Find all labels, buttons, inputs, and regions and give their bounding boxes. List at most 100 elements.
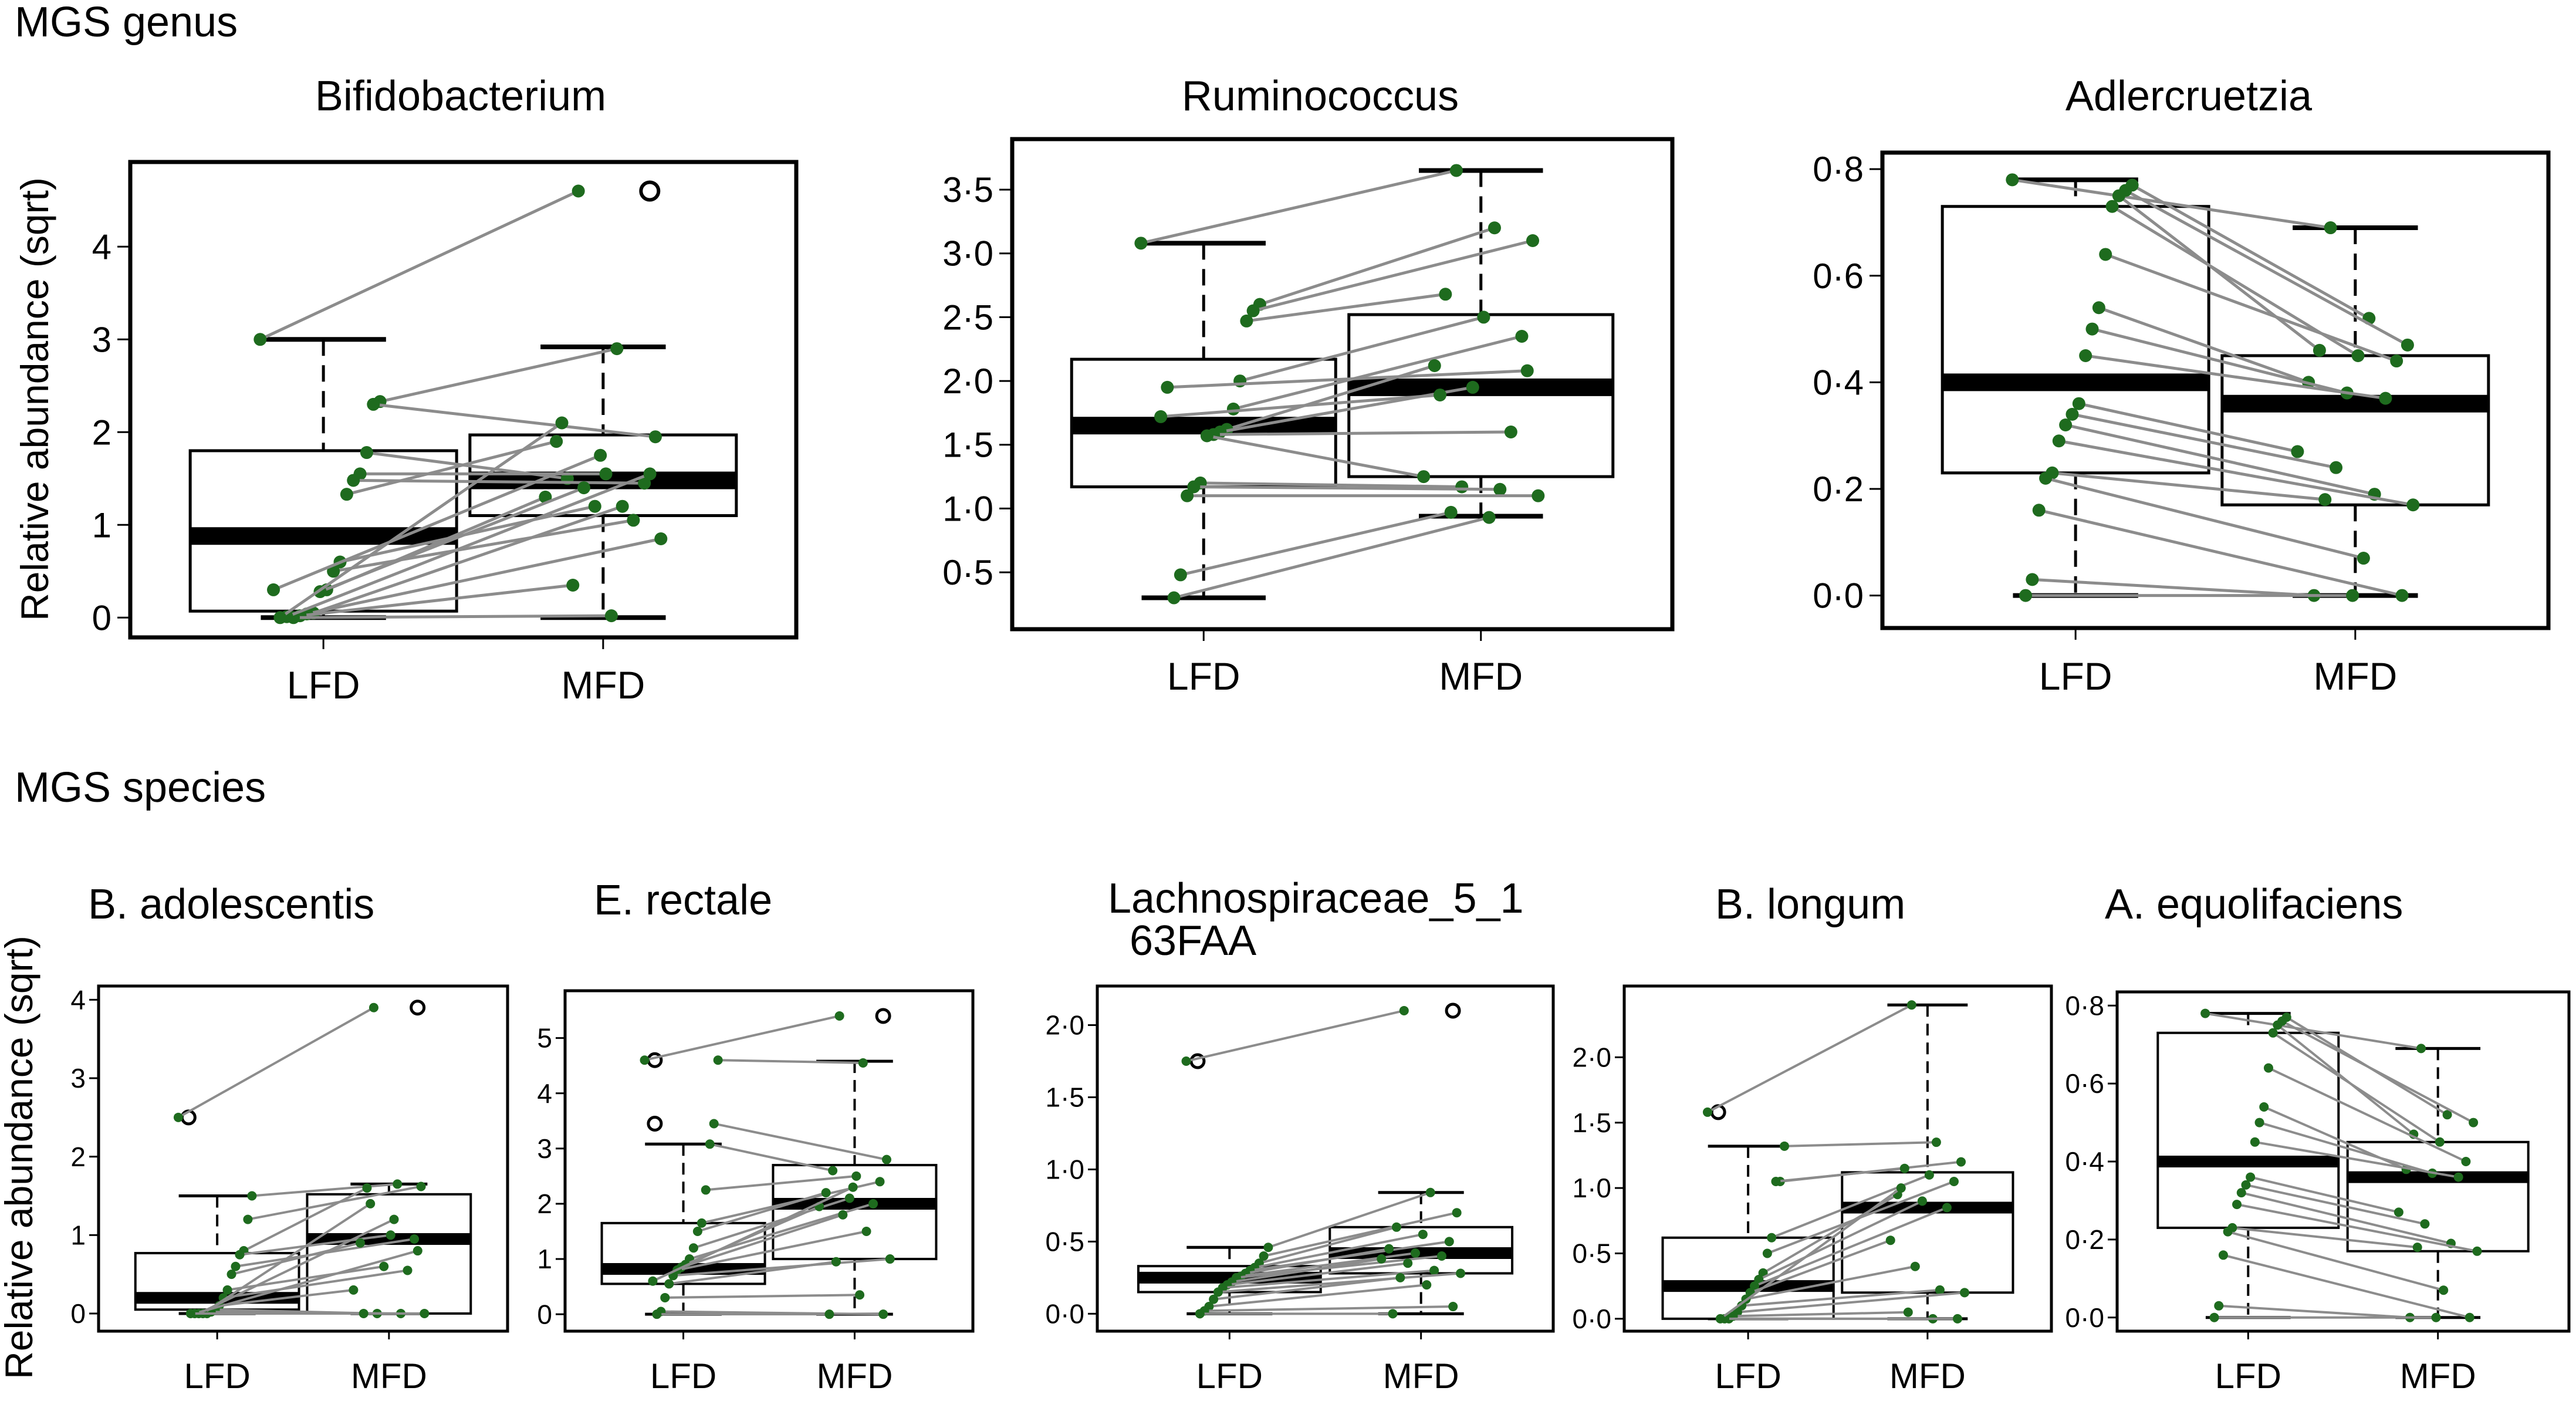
pair-line xyxy=(319,486,584,593)
x-tick-label: LFD xyxy=(2215,1356,2281,1396)
data-point-mfd xyxy=(2435,1137,2445,1147)
data-point-lfd xyxy=(2079,349,2092,362)
chart-panel: Adlercruetzia 0·0 0·2 0·4 0·6 0·8 LFD MFD xyxy=(1813,73,2551,698)
pair-line xyxy=(644,1014,840,1062)
data-point-mfd xyxy=(362,1183,372,1193)
data-point-mfd xyxy=(1384,1244,1394,1254)
data-point-mfd xyxy=(403,1265,413,1275)
data-point-mfd xyxy=(379,1261,389,1271)
outlier-point xyxy=(410,1000,426,1016)
data-point-mfd xyxy=(1488,221,1501,235)
data-point-lfd xyxy=(247,1191,257,1201)
data-point-mfd xyxy=(2442,1110,2452,1120)
pair-line xyxy=(1259,226,1495,306)
pair-line xyxy=(2058,439,2413,507)
panels: Bifidobacterium 0 1 2 3 4 LFD MFD Ruminococcus 0·… xyxy=(70,73,2571,1396)
data-point-lfd xyxy=(2268,1028,2278,1038)
pair-line xyxy=(2246,1183,2425,1226)
data-point-lfd xyxy=(1167,591,1181,605)
data-point-mfd xyxy=(410,1234,420,1244)
y-tick-label: 2·0 xyxy=(942,362,993,401)
data-point-mfd xyxy=(2330,461,2343,474)
data-point-mfd xyxy=(848,1182,858,1192)
data-point-mfd xyxy=(2465,1312,2474,1322)
y-tick-label: 0·4 xyxy=(2065,1146,2104,1177)
data-point-lfd xyxy=(709,1119,719,1129)
data-point-lfd xyxy=(2085,322,2099,336)
data-point-mfd xyxy=(1903,1307,1913,1317)
data-point-mfd xyxy=(566,579,580,592)
chart-title: Ruminococcus xyxy=(1182,73,1459,120)
data-point-lfd xyxy=(1226,402,1240,416)
y-tick-label: 0·8 xyxy=(2065,990,2104,1021)
data-point-mfd xyxy=(881,1154,891,1164)
data-point-mfd xyxy=(413,1246,422,1256)
pair-line xyxy=(248,1185,421,1221)
pair-line xyxy=(1719,1187,1902,1320)
pair-line xyxy=(1160,393,1441,418)
pair-line xyxy=(239,1234,391,1256)
y-tick-label: 0·6 xyxy=(1813,256,1864,296)
pair-line xyxy=(2268,1066,2467,1163)
y-tick-label: 1·5 xyxy=(1573,1108,1611,1138)
pair-line xyxy=(202,1203,371,1315)
data-point-lfd xyxy=(1263,1243,1273,1253)
data-point-lfd xyxy=(2232,1200,2242,1210)
data-point-mfd xyxy=(1411,1248,1421,1258)
data-point-mfd xyxy=(1391,1222,1401,1232)
chart-panel: E. rectale 0 1 2 3 4 5 LFD MFD xyxy=(537,877,975,1396)
data-point-lfd xyxy=(273,611,287,624)
data-point-mfd xyxy=(604,609,618,623)
chart-panel: A. equolifaciens 0·0 0·2 0·4 0·6 0·8 LFD MFD xyxy=(2065,881,2571,1396)
pair-line xyxy=(273,454,601,592)
y-tick-label: 0·0 xyxy=(1573,1304,1611,1334)
plot-frame xyxy=(97,984,509,1333)
data-point-mfd xyxy=(389,1214,399,1224)
data-point-mfd xyxy=(1434,388,1447,401)
chart-title: Adlercruetzia xyxy=(2065,73,2313,120)
data-point-mfd xyxy=(359,1308,369,1318)
data-point-mfd xyxy=(831,1257,841,1267)
data-point-mfd xyxy=(858,1058,868,1068)
data-point-lfd xyxy=(648,1276,658,1286)
pair-line xyxy=(2045,477,2364,560)
pair-line xyxy=(2272,1032,2440,1143)
data-point-mfd xyxy=(1931,1137,1941,1147)
data-point-mfd xyxy=(1493,482,1507,496)
y-tick-label: 2·0 xyxy=(1573,1042,1611,1072)
pair-line xyxy=(1254,1233,1424,1269)
outlier-point xyxy=(875,1008,891,1024)
data-point-mfd xyxy=(1399,1005,1409,1015)
data-point-lfd xyxy=(2223,1227,2233,1237)
pair-line xyxy=(219,1288,354,1307)
data-point-lfd xyxy=(701,1185,711,1195)
data-point-mfd xyxy=(2346,589,2359,602)
pair-line xyxy=(1784,1141,1936,1147)
data-point-mfd xyxy=(616,499,629,513)
plot-frame xyxy=(128,160,799,640)
pair-line xyxy=(1758,1200,1923,1281)
pair-line xyxy=(2219,1304,2411,1319)
data-point-mfd xyxy=(648,430,662,444)
data-point-lfd xyxy=(2273,1020,2283,1030)
chart-title: A. equolifaciens xyxy=(2105,881,2403,928)
pair-line xyxy=(1209,1284,1427,1308)
x-tick-label: LFD xyxy=(1167,654,1240,698)
pair-line xyxy=(2232,1226,2418,1249)
data-point-mfd xyxy=(550,435,563,448)
data-point-lfd xyxy=(1715,1314,1725,1324)
y-tick-label: 2·5 xyxy=(942,298,993,337)
data-point-mfd xyxy=(643,467,657,481)
pair-line xyxy=(1246,292,1446,323)
y-tick-label: 2 xyxy=(92,413,111,452)
data-point-lfd xyxy=(1240,314,1253,328)
data-point-mfd xyxy=(2401,338,2414,352)
data-point-lfd xyxy=(640,1055,650,1065)
data-point-mfd xyxy=(1418,1230,1428,1240)
outlier-point xyxy=(647,1115,663,1132)
data-point-mfd xyxy=(2472,1246,2482,1256)
pair-line xyxy=(673,1258,890,1277)
pair-line xyxy=(1180,511,1452,576)
data-point-mfd xyxy=(588,499,601,513)
